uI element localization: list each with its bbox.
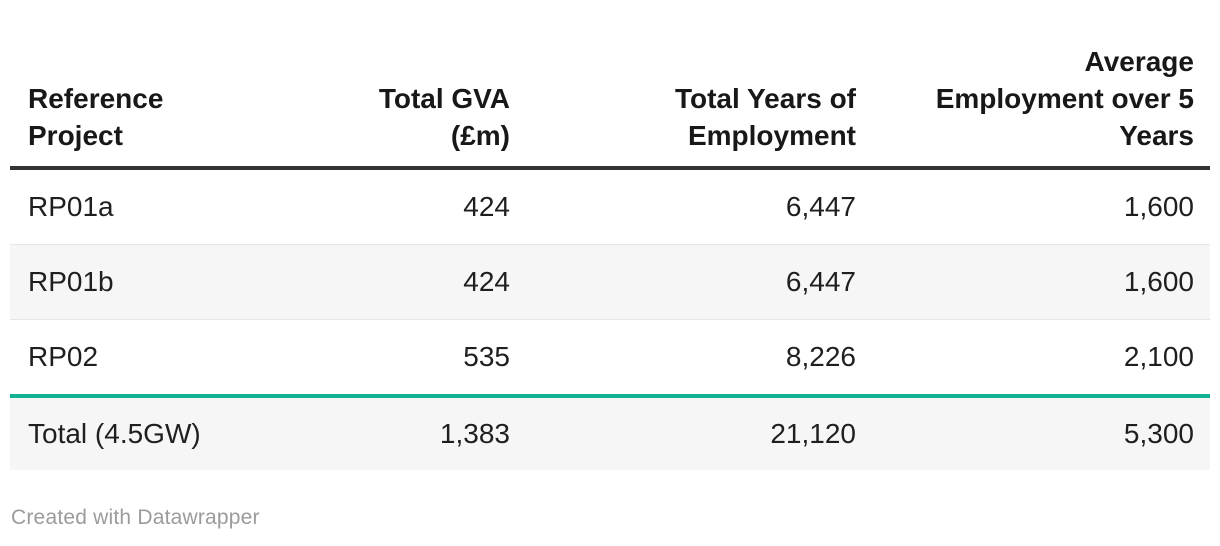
col-header-reference-project: Reference Project xyxy=(10,0,290,170)
cell-years: 6,447 xyxy=(526,168,872,245)
cell-gva: 424 xyxy=(290,244,526,320)
cell-total-gva: 1,383 xyxy=(290,396,526,470)
table-row-rp01a: RP01a 424 6,447 1,600 xyxy=(10,168,1210,245)
col-header-total-gva: Total GVA (£m) xyxy=(290,0,526,170)
cell-total-label: Total (4.5GW) xyxy=(10,396,290,470)
cell-employment: 1,600 xyxy=(872,168,1210,245)
cell-employment: 2,100 xyxy=(872,319,1210,398)
datawrapper-table-chart: Reference Project Total GVA (£m) Total Y… xyxy=(10,0,1210,529)
cell-gva: 535 xyxy=(290,319,526,398)
cell-gva: 424 xyxy=(290,168,526,245)
data-table: Reference Project Total GVA (£m) Total Y… xyxy=(10,0,1210,470)
table-row-rp01b: RP01b 424 6,447 1,600 xyxy=(10,244,1210,320)
cell-project: RP01b xyxy=(10,244,290,320)
table-header: Reference Project Total GVA (£m) Total Y… xyxy=(10,0,1210,170)
table-row-total: Total (4.5GW) 1,383 21,120 5,300 xyxy=(10,396,1210,470)
table-body: RP01a 424 6,447 1,600 RP01b 424 6,447 1,… xyxy=(10,168,1210,470)
cell-project: RP01a xyxy=(10,168,290,245)
cell-employment: 1,600 xyxy=(872,244,1210,320)
col-header-average-employment: Average Employment over 5 Years xyxy=(872,0,1210,170)
cell-total-employment: 5,300 xyxy=(872,396,1210,470)
table-row-rp02: RP02 535 8,226 2,100 xyxy=(10,319,1210,398)
datawrapper-credit-link[interactable]: Created with Datawrapper xyxy=(11,506,260,529)
header-row: Reference Project Total GVA (£m) Total Y… xyxy=(10,0,1210,170)
cell-years: 8,226 xyxy=(526,319,872,398)
cell-project: RP02 xyxy=(10,319,290,398)
cell-total-years: 21,120 xyxy=(526,396,872,470)
col-header-total-years-employment: Total Years of Employment xyxy=(526,0,872,170)
cell-years: 6,447 xyxy=(526,244,872,320)
